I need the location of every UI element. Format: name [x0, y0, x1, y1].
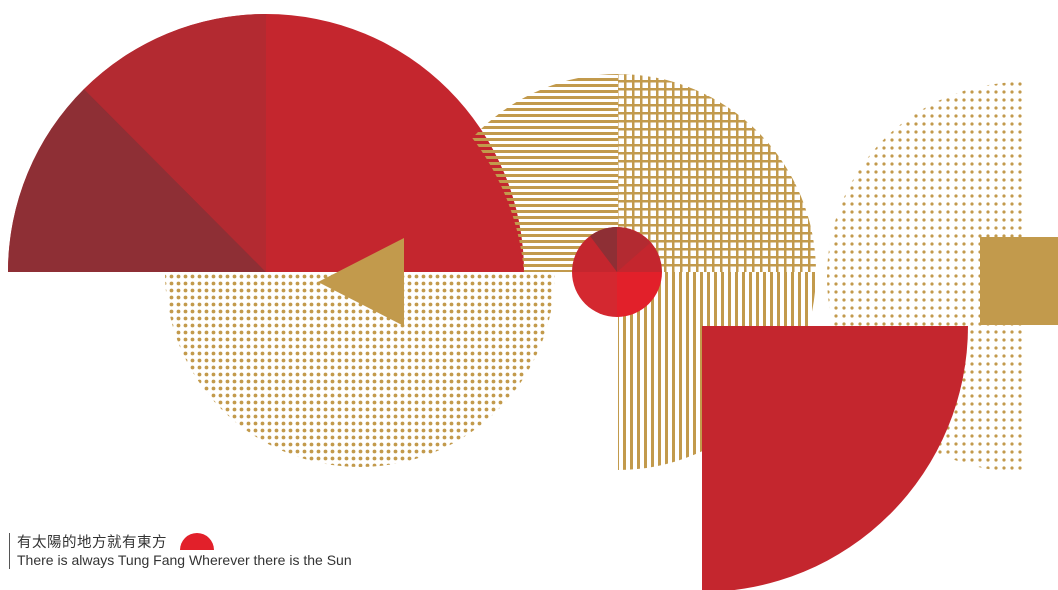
gold-triangle: [318, 238, 404, 326]
tagline: 有太陽的地方就有東方 There is always Tung Fang Whe…: [9, 533, 352, 569]
striped-circle-upper-right: [618, 74, 816, 272]
tagline-english: There is always Tung Fang Wherever there…: [17, 552, 352, 568]
dark-red-wedge: [7, 89, 266, 272]
tagline-chinese-row: 有太陽的地方就有東方: [17, 533, 352, 552]
tagline-chinese: 有太陽的地方就有東方: [17, 535, 167, 551]
red-dotted-overlap: [830, 326, 968, 460]
red-striped-overlap: [419, 135, 524, 272]
gold-square: [980, 237, 1058, 325]
crimson-wedge: [84, 13, 266, 273]
red-striped-band: [702, 326, 770, 500]
sun-icon: [180, 533, 215, 550]
center-sun-disc: [572, 227, 662, 317]
lower-left-dotted-semicircle: [165, 272, 555, 467]
